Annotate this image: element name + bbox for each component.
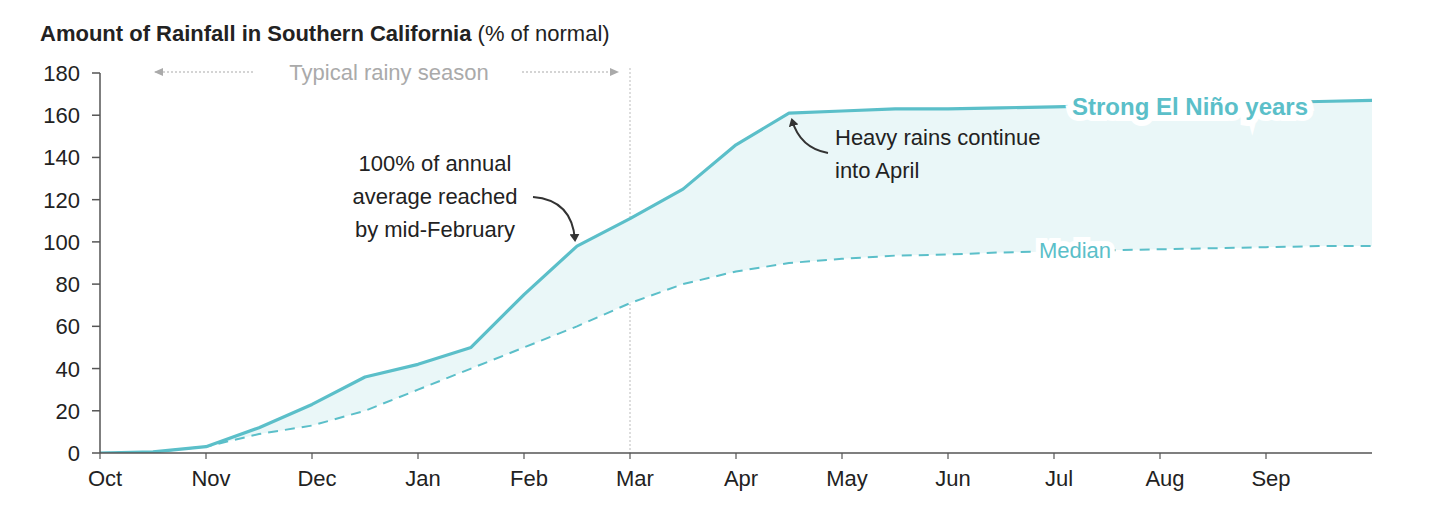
y-tick-label: 140	[43, 145, 80, 170]
x-tick-label: Jul	[1045, 466, 1073, 491]
plot-area	[100, 100, 1372, 453]
x-tick-label: Aug	[1145, 466, 1184, 491]
x-tick	[841, 453, 842, 459]
y-tick	[92, 241, 100, 243]
y-tick-label: 80	[56, 272, 80, 297]
y-tick-label: 0	[68, 441, 80, 466]
title-text: Amount of Rainfall in Southern Californi…	[40, 21, 472, 46]
x-tick-label: Jun	[935, 466, 970, 491]
x-tick	[947, 453, 948, 459]
annotation-text: into April	[835, 158, 919, 183]
x-tick-label: Jan	[405, 466, 440, 491]
x-tick-label: Nov	[191, 466, 230, 491]
annotation-arrow	[792, 120, 828, 153]
x-tick	[99, 453, 100, 459]
series-line	[100, 246, 1372, 453]
annotation-text: by mid-February	[355, 217, 515, 242]
series-label: Strong El Niño years	[1072, 93, 1308, 120]
y-tick-label: 180	[43, 61, 80, 86]
x-tick	[1053, 453, 1054, 459]
x-tick	[523, 453, 524, 459]
season-arrow-left	[155, 71, 255, 72]
annotation-text: average reached	[352, 184, 517, 209]
x-tick-label: Apr	[724, 466, 758, 491]
difference-area	[100, 100, 1372, 453]
x-tick-label: Feb	[510, 466, 548, 491]
x-tick	[1265, 453, 1266, 459]
y-tick-label: 100	[43, 230, 80, 255]
y-tick-label: 40	[56, 357, 80, 382]
annotation-text: 100% of annual	[359, 151, 512, 176]
y-tick	[92, 199, 100, 201]
x-tick-label: Sep	[1251, 466, 1290, 491]
x-tick	[1159, 453, 1160, 459]
x-tick	[629, 453, 630, 459]
y-tick-label: 60	[56, 314, 80, 339]
y-tick	[92, 452, 100, 454]
x-tick-label: May	[826, 466, 868, 491]
y-axis	[99, 73, 101, 453]
annotation-arrow	[533, 197, 575, 240]
x-tick	[417, 453, 418, 459]
x-tick	[735, 453, 736, 459]
x-tick-label: Mar	[616, 466, 654, 491]
y-tick-label: 120	[43, 188, 80, 213]
y-tick	[92, 283, 100, 285]
y-tick-label: 20	[56, 399, 80, 424]
y-tick	[92, 326, 100, 328]
y-tick	[92, 72, 100, 74]
annotation-text: Heavy rains continue	[835, 125, 1040, 150]
series-line	[100, 100, 1372, 453]
season-arrow-right	[522, 71, 618, 72]
series-label: Median	[1039, 238, 1111, 263]
y-tick	[92, 410, 100, 412]
y-tick-label: 160	[43, 103, 80, 128]
x-tick-label: Oct	[88, 466, 122, 491]
x-tick-label: Dec	[297, 466, 336, 491]
x-tick	[205, 453, 206, 459]
chart: Amount of Rainfall in Southern Californi…	[0, 0, 1440, 510]
y-tick	[92, 157, 100, 159]
season-label: Typical rainy season	[289, 60, 488, 85]
y-tick	[92, 114, 100, 116]
title: Amount of Rainfall in Southern Californi…	[40, 21, 610, 46]
y-label: (% of normal)	[471, 21, 609, 46]
x-tick	[311, 453, 312, 459]
y-tick	[92, 368, 100, 370]
